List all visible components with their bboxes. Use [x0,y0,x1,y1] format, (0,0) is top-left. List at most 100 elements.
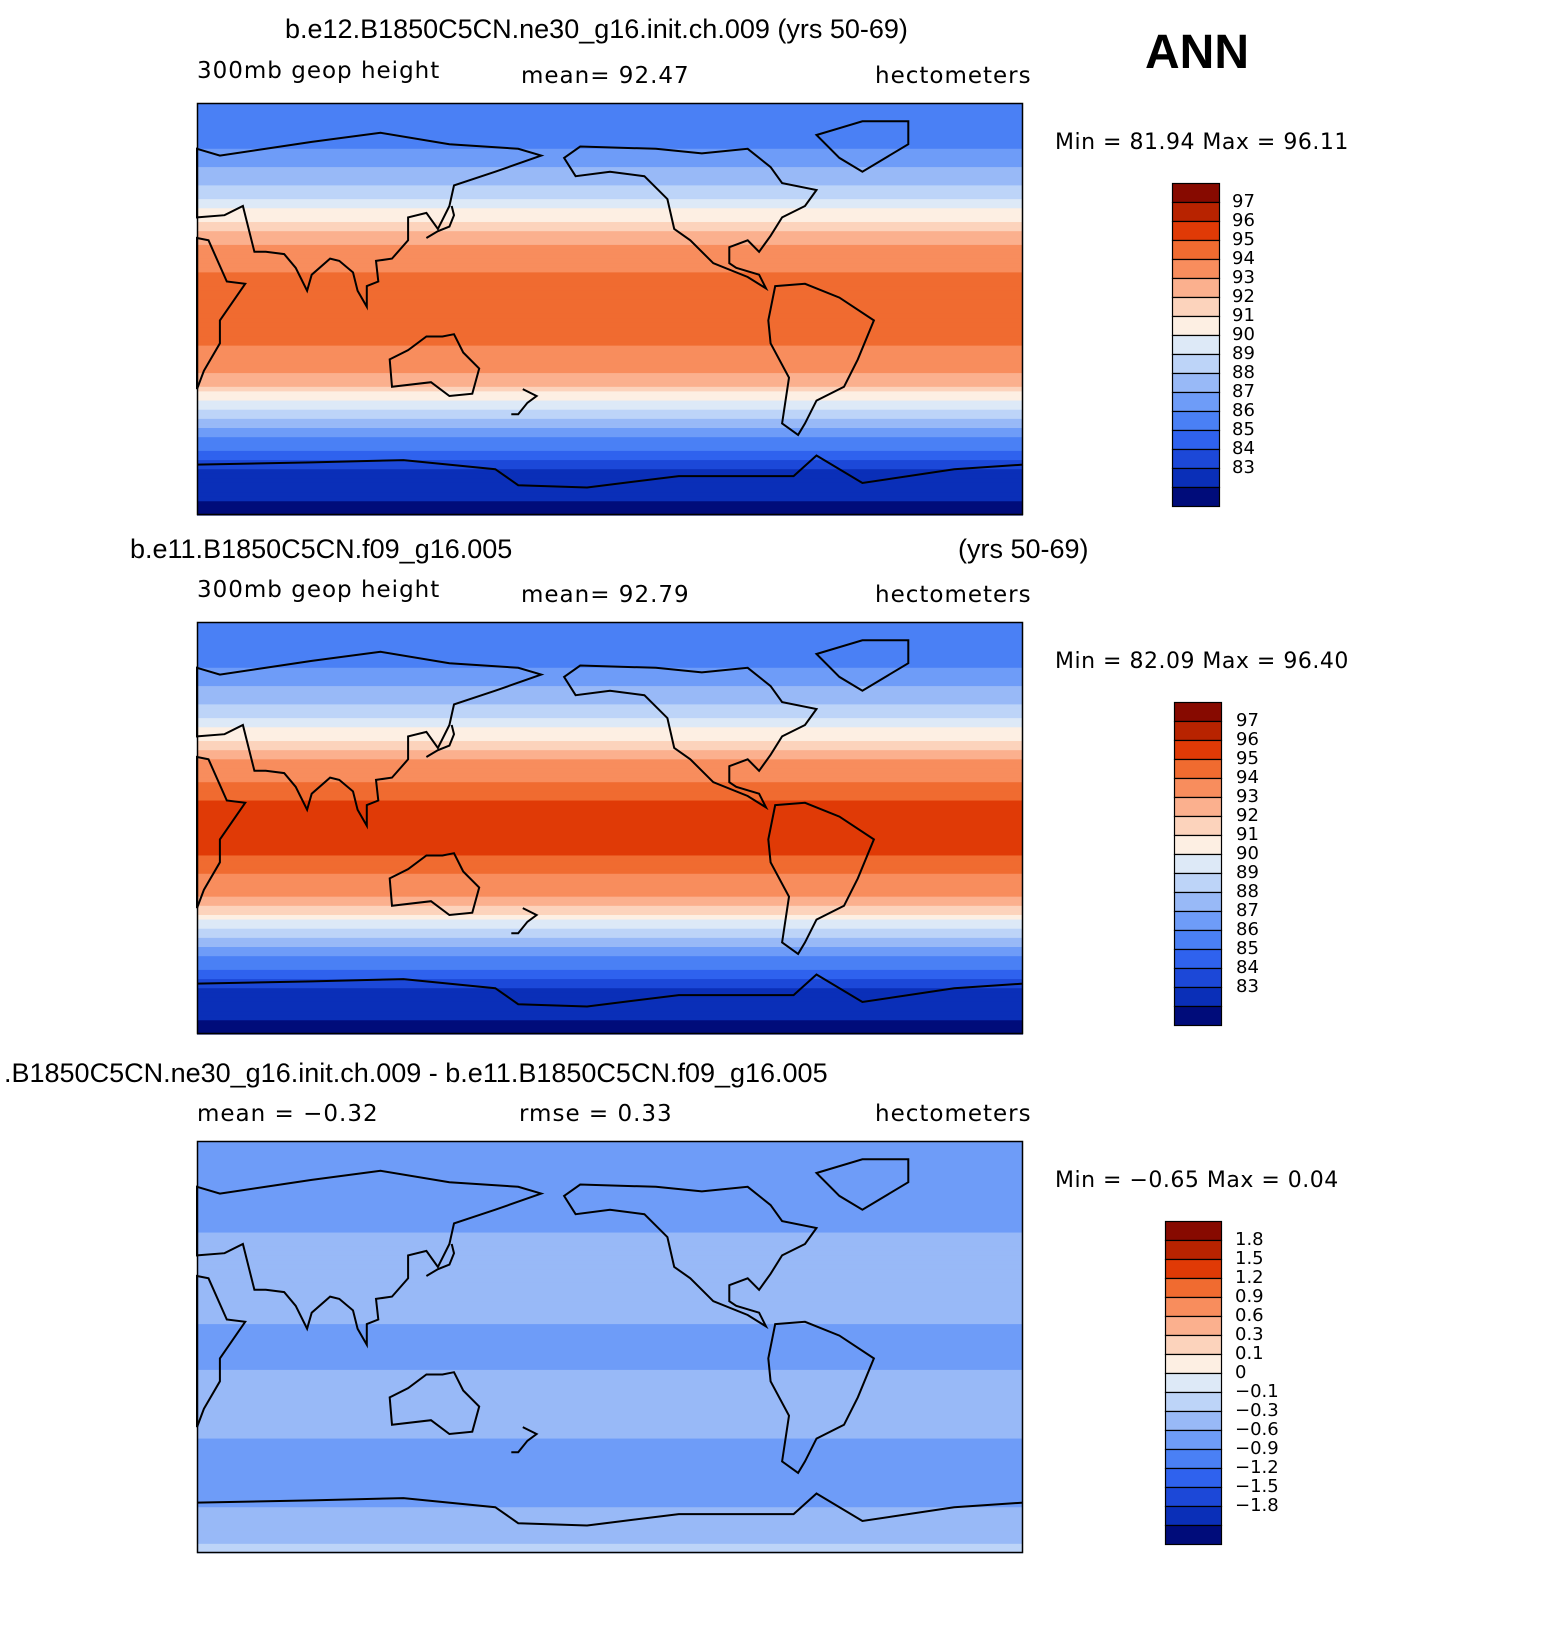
colorbar-1-box [1171,258,1221,280]
map-2-band [197,905,1023,911]
colorbar-2-box [1173,872,1223,894]
colorbar-1-box [1171,239,1221,261]
map-3-band [197,1493,1023,1499]
map-2-band [197,736,1023,742]
map-2-band [197,667,1023,673]
panel1-mean: mean= 92.47 [521,63,690,89]
panel1-minmax: Min = 81.94 Max = 96.11 [1055,130,1349,155]
map-3-band [197,1438,1023,1444]
colorbar-2-tick-label: 90 [1236,843,1259,864]
map-2-band [197,713,1023,719]
map-1-band [197,258,1023,264]
colorbar-3-tick-label: 1.2 [1235,1267,1264,1288]
colorbar-1-tick-label: 89 [1232,343,1255,364]
map-1-band [197,441,1023,447]
map-1-band [197,336,1023,342]
colorbar-3-box [1164,1505,1223,1527]
map-3-band [197,1342,1023,1348]
panel1-variable: 300mb geop height [197,58,441,84]
map-2-band [197,855,1023,861]
colorbar-2-box [1173,720,1223,742]
map-3-band [197,1324,1023,1330]
colorbar-3-box [1164,1353,1223,1375]
colorbar-1-box [1171,410,1221,432]
colorbar-3-tick-label: −0.1 [1235,1381,1279,1402]
colorbar-2-box [1173,777,1223,799]
colorbar-3-box [1164,1448,1223,1470]
map-2-band [197,974,1023,980]
map-1-band [197,299,1023,306]
map-3-band [197,1351,1023,1357]
map-2-band [197,649,1023,655]
panel3-colorbar [1164,1220,1223,1546]
map-2-band [197,869,1023,875]
map-1-band [197,194,1023,200]
coastline-eurasia [196,1169,545,1349]
map-2-band [197,928,1023,934]
map-3-band [197,1173,1023,1179]
colorbar-1-box [1171,353,1221,375]
map-1-band [197,322,1023,328]
map-2-band [197,658,1023,664]
colorbar-3-tick-label: −1.2 [1235,1457,1279,1478]
colorbar-3-tick-label: 0.3 [1235,1324,1264,1345]
map-3-band [197,1383,1023,1389]
map-3-band [197,1168,1023,1174]
map-2-band [197,933,1023,939]
map-1-band [197,130,1023,136]
map-3-band [197,1543,1023,1550]
map-1-band [197,180,1023,186]
map-1-band [197,222,1023,228]
colorbar-1-box [1171,391,1221,413]
map-3-band [197,1424,1023,1430]
map-1-band [197,272,1023,278]
panel3-rmse: rmse = 0.33 [519,1101,673,1127]
map-1-band [197,487,1023,493]
colorbar-1-tick-label: 94 [1232,248,1255,269]
panel2-colorbar [1173,701,1223,1027]
map-1-band [197,276,1023,283]
colorbar-1-tick-label: 85 [1232,419,1255,440]
colorbar-2-tick-label: 85 [1236,938,1259,959]
colorbar-1-box [1171,201,1221,223]
colorbar-3-box [1164,1524,1223,1546]
map-1-band [197,309,1023,315]
colorbar-2-box [1173,891,1223,913]
map-1-band [197,501,1023,507]
map-1-band [197,267,1023,273]
coastline-japan [425,724,456,758]
map-2-band [197,654,1023,660]
map-1-band [197,235,1023,241]
map-1-band [197,510,1023,516]
coastline-antarctica [196,1492,1024,1527]
map-3-band [197,1246,1023,1252]
map-1-band [197,125,1023,132]
colorbar-1-tick-label: 83 [1232,457,1255,478]
colorbar-2-tick-label: 86 [1236,919,1259,940]
colorbar-1-box [1171,182,1221,204]
colorbar-1-tick-label: 93 [1232,267,1255,288]
panel3-mean: mean = −0.32 [197,1101,379,1127]
map-3-frame [196,1140,1024,1554]
map-3-band [197,1232,1023,1238]
coastline-namerica [562,1183,819,1330]
map-1-band [197,354,1023,360]
colorbar-2-tick-label: 89 [1236,862,1259,883]
map-1-band [197,103,1023,109]
panel3-map [196,1140,1024,1554]
colorbar-2-tick-label: 91 [1236,824,1259,845]
colorbar-2-tick-label: 83 [1236,976,1259,997]
coastline-antarctica [196,973,1024,1008]
map-1-band [197,199,1023,205]
map-1-band [197,135,1023,141]
colorbar-3-tick-label: 0.9 [1235,1286,1264,1307]
map-2-band [197,759,1023,765]
colorbar-3-box [1164,1296,1223,1318]
map-1-band [197,313,1023,319]
map-2-band [197,828,1023,834]
map-1-band [197,409,1023,415]
colorbar-2-tick-label: 95 [1236,748,1259,769]
colorbar-1-tick-label: 87 [1232,381,1255,402]
map-1-band [197,116,1023,122]
map-1-band [197,162,1023,168]
